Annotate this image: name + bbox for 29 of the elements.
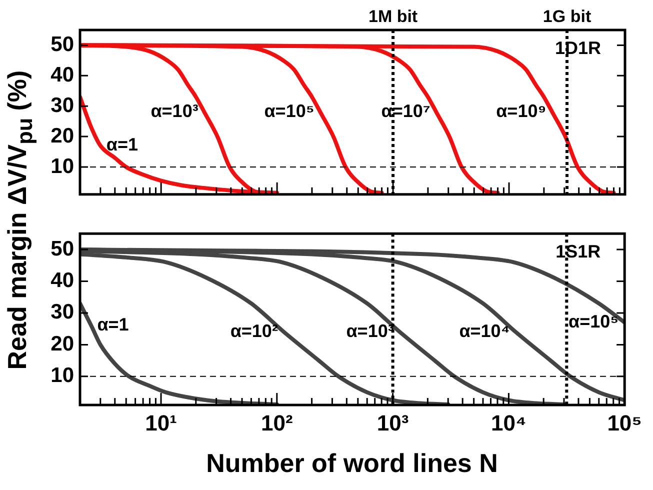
x-axis-title: Number of word lines N xyxy=(206,448,498,479)
y-tick-label: 20 xyxy=(50,332,74,356)
y-tick-label: 40 xyxy=(50,63,74,86)
y-tick-label: 10 xyxy=(50,154,74,178)
y-tick-label: 10 xyxy=(50,364,74,388)
annotation: α=1 xyxy=(106,134,138,155)
annotation: α=10⁵ xyxy=(264,101,314,122)
annotation: α=10³ xyxy=(346,320,394,341)
x-tick-label: 10⁵ xyxy=(607,410,642,436)
y-tick-label: 50 xyxy=(50,237,74,260)
annotation: α=10⁹ xyxy=(496,101,546,122)
annotation: α=10³ xyxy=(150,101,198,122)
y-tick-label: 30 xyxy=(50,94,74,117)
x-tick-label: 10⁴ xyxy=(491,410,526,436)
annotation: α=10⁴ xyxy=(459,320,510,341)
annotation: α=10⁵ xyxy=(568,311,619,332)
annotation: 1S1R xyxy=(556,242,601,262)
annotation: α=10² xyxy=(230,320,278,341)
annotation: α=10⁷ xyxy=(381,101,430,122)
x-tick-label: 10¹ xyxy=(145,410,177,436)
y-tick-label: 30 xyxy=(50,300,74,324)
y-tick-label: 40 xyxy=(50,269,74,292)
annotation: α=1 xyxy=(97,314,129,335)
y-tick-label: 20 xyxy=(50,124,74,148)
ref-line-label: 1M bit xyxy=(368,7,418,26)
x-tick-label: 10³ xyxy=(376,410,409,436)
y-tick-label: 50 xyxy=(50,33,74,56)
ref-line-label: 1G bit xyxy=(542,7,592,26)
x-tick-label: 10² xyxy=(261,410,293,436)
